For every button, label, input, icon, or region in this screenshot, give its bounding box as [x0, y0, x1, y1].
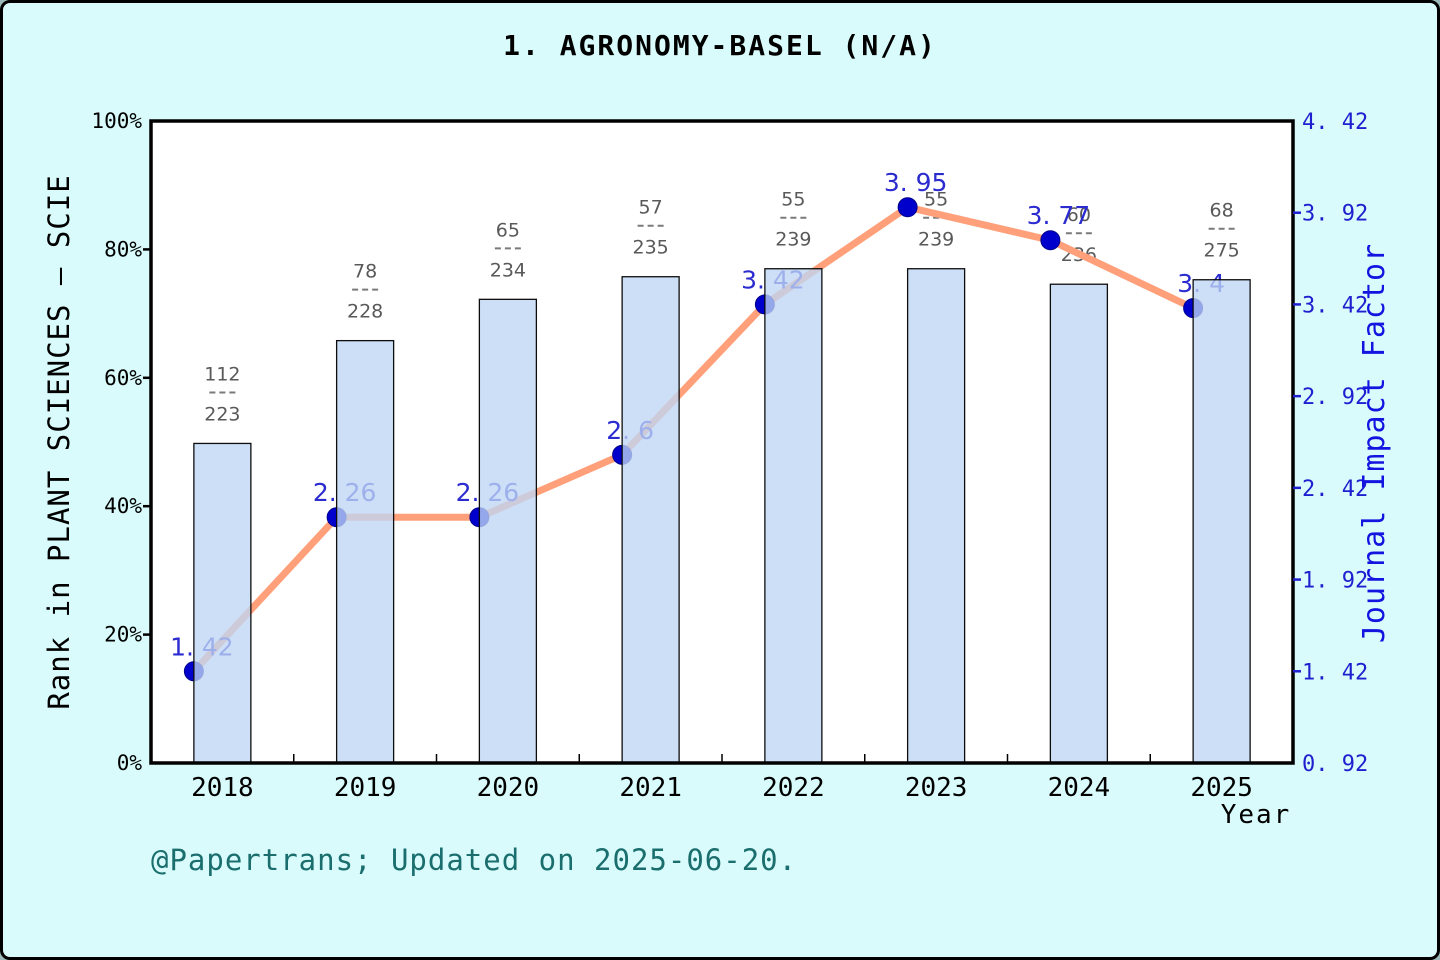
- right-axis-title: Journal Impact Factor: [1357, 243, 1392, 643]
- fraction-denominator: 223: [204, 403, 240, 425]
- x-tick-label-2025: 2025: [1190, 773, 1253, 803]
- fraction-denominator: 235: [632, 237, 668, 259]
- x-tick-label-2021: 2021: [619, 773, 682, 803]
- right-tick-label: 0. 92: [1302, 752, 1368, 777]
- right-tick-label: 3. 42: [1302, 293, 1368, 318]
- x-tick-label-2022: 2022: [762, 773, 825, 803]
- left-tick-label: 100%: [91, 109, 142, 133]
- rank-bar-2023: [906, 268, 966, 764]
- fraction-numerator: 55: [924, 189, 948, 211]
- left-axis-title: Rank in PLANT SCIENCES – SCIE: [42, 174, 76, 709]
- fraction-denominator: 228: [347, 301, 383, 323]
- right-tick-label: 4. 42: [1302, 110, 1368, 135]
- rank-bar-2025: [1192, 279, 1251, 764]
- rank-bar-2021: [621, 276, 680, 764]
- rank-bar-2022: [764, 268, 823, 764]
- right-tick-label: 1. 92: [1302, 569, 1368, 594]
- dual-axis-chart: 1122237822865234572355523955239602366827…: [42, 109, 1392, 830]
- fraction-numerator: 112: [204, 363, 240, 385]
- rank-bar-2019: [335, 339, 395, 764]
- fraction-denominator: 239: [918, 229, 954, 251]
- right-tick-label: 2. 42: [1302, 477, 1368, 502]
- left-tick-label: 80%: [104, 237, 142, 261]
- x-tick-label-2020: 2020: [477, 773, 540, 803]
- fraction-denominator: 234: [490, 259, 526, 281]
- x-tick-label-2024: 2024: [1048, 773, 1111, 803]
- footer-credit: @Papertrans; Updated on 2025-06-20.: [151, 843, 798, 877]
- x-tick-label-2023: 2023: [905, 773, 968, 803]
- fraction-denominator: 275: [1203, 240, 1239, 262]
- impact-factor-value-label: 3. 95: [884, 168, 948, 197]
- left-tick-label: 40%: [104, 494, 142, 518]
- x-axis-title: Year: [1221, 800, 1292, 830]
- impact-factor-marker-2024: [1040, 230, 1061, 251]
- impact-factor-value-label: 3. 77: [1027, 201, 1091, 230]
- x-tick-label-2018: 2018: [191, 773, 254, 803]
- fraction-numerator: 78: [353, 261, 377, 283]
- left-tick-label: 0%: [117, 751, 143, 775]
- impact-factor-marker-2023: [897, 197, 918, 218]
- rank-bar-2018: [193, 442, 252, 764]
- fraction-numerator: 65: [496, 219, 520, 241]
- fraction-numerator: 60: [1067, 204, 1091, 226]
- right-tick-label: 2. 92: [1302, 385, 1368, 410]
- fraction-numerator: 55: [781, 189, 805, 211]
- x-tick-label-2019: 2019: [334, 773, 397, 803]
- chart-title: 1. AGRONOMY-BASEL (N/A): [503, 29, 937, 62]
- plot-area: [151, 121, 1293, 763]
- left-tick-label: 60%: [104, 366, 142, 390]
- fraction-numerator: 68: [1210, 200, 1234, 222]
- fraction-numerator: 57: [639, 197, 663, 219]
- right-tick-label: 1. 42: [1302, 660, 1368, 685]
- left-tick-label: 20%: [104, 623, 142, 647]
- rank-bar-2020: [478, 298, 538, 764]
- rank-bar-2024: [1049, 283, 1109, 764]
- fraction-denominator: 239: [775, 229, 811, 251]
- right-tick-label: 3. 92: [1302, 202, 1368, 227]
